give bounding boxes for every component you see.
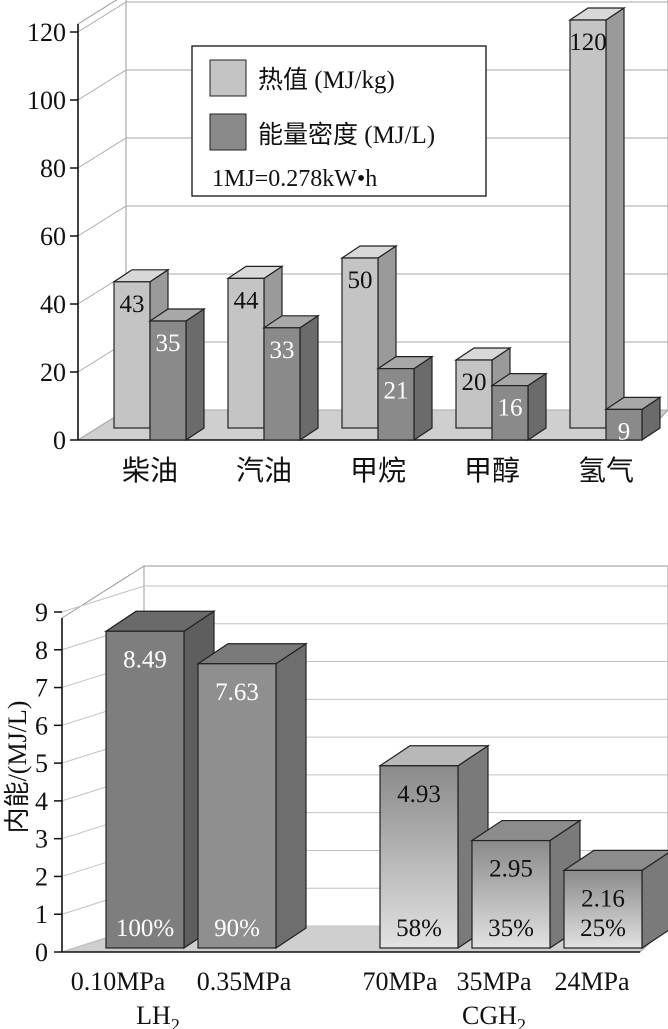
- y-tick-label: 4: [35, 787, 48, 816]
- data-label: 120: [569, 29, 607, 56]
- x-tick-label: 氢气: [578, 455, 634, 487]
- data-label: 2.16: [581, 885, 625, 912]
- bar-甲烷-s1: [376, 355, 434, 442]
- gridline: [77, 205, 668, 237]
- legend-note: 1MJ=0.278kW•h: [212, 166, 377, 192]
- data-label: 33: [270, 337, 295, 364]
- data-label: 44: [234, 287, 260, 314]
- y-tick-label: 9: [35, 598, 48, 627]
- bar-24MPa: [562, 849, 668, 950]
- percent-label: 90%: [214, 915, 260, 942]
- bar-氢气-s0-front: [569, 19, 607, 429]
- bar-0.35MPa-front: [197, 663, 277, 949]
- bar-甲烷-s1-side: [413, 355, 433, 442]
- data-label: 8.49: [123, 646, 167, 673]
- y-tick-label: 2: [35, 862, 48, 891]
- chart-internal-energy: 0 1 2 3 4 5 6 7 8 9 内能/(MJ/L) 8.49 100% 0.10MPa 7.63 90…: [3, 565, 668, 1029]
- bar-甲醇-s1-front: [491, 385, 529, 441]
- gridline: [61, 585, 668, 613]
- data-label: 16: [498, 395, 523, 422]
- data-label: 9: [618, 418, 631, 445]
- bar-汽油-s0-front: [227, 277, 265, 429]
- percent-label: 58%: [396, 915, 442, 942]
- bar-35MPa-front: [471, 839, 551, 949]
- y-tick-label: 60: [40, 222, 66, 251]
- bar-70MPa-front: [379, 765, 459, 949]
- group-label-cgh2: CGH2: [462, 1001, 526, 1029]
- percent-label: 25%: [580, 915, 626, 942]
- bar-柴油-s0-front: [113, 281, 151, 429]
- bar-汽油-s1-side: [299, 314, 319, 442]
- group-label-lh2: LH2: [136, 1001, 180, 1029]
- bar-氢气-s1: [604, 396, 662, 442]
- data-label: 21: [384, 378, 409, 405]
- legend-swatch-1: [209, 59, 247, 97]
- data-label: 20: [462, 369, 487, 396]
- x-tick-label: 汽油: [236, 455, 292, 487]
- group-label-sub: 2: [171, 1015, 180, 1029]
- y-axis-label: 内能/(MJ/L): [3, 701, 32, 834]
- x-tick-label: 24MPa: [554, 967, 630, 996]
- bar-35MPa: [470, 819, 582, 950]
- legend-swatch-2: [209, 113, 247, 151]
- percent-label: 35%: [488, 915, 534, 942]
- bar-氢气-s1-front: [605, 408, 643, 441]
- y-tick-label: 5: [35, 749, 48, 778]
- bar-0.35MPa: [196, 642, 308, 950]
- bar-0.35MPa-side: [275, 642, 307, 950]
- y-tick-label: 100: [27, 86, 66, 115]
- data-label: 4.93: [397, 781, 441, 808]
- y-tick-label: 0: [53, 426, 66, 455]
- gridline: [77, 69, 668, 101]
- x-tick-label: 0.35MPa: [197, 967, 292, 996]
- bar-0.10MPa-front: [105, 630, 185, 949]
- group-label-main: CGH: [462, 1001, 517, 1029]
- gridline: [77, 137, 668, 169]
- y-tick-label: 20: [40, 358, 66, 387]
- bar-氢气-s0: [568, 6, 626, 430]
- y-tick-label: 6: [35, 711, 48, 740]
- bar-70MPa: [378, 744, 490, 950]
- bar-柴油-s1-side: [185, 307, 205, 442]
- legend-label-2: 能量密度 (MJ/L): [258, 121, 435, 149]
- bar-汽油-s1: [262, 314, 320, 442]
- chart-heating-value: 0 20 40 60 80 100 120 43 35 柴油 44 33 汽油 50 21 甲烷 20 16 甲醇 1…: [27, 0, 668, 487]
- legend-label-1: 热值 (MJ/kg): [258, 66, 395, 94]
- bar-汽油-s1-front: [263, 327, 301, 441]
- legend: 热值 (MJ/kg) 能量密度 (MJ/L) 1MJ=0.278kW•h: [191, 45, 487, 197]
- y-tick-label: 7: [35, 674, 48, 703]
- bar-甲烷-s1-front: [377, 368, 415, 441]
- bar-甲烷-s0-front: [341, 257, 379, 429]
- y-tick-label: 120: [27, 18, 66, 47]
- bar-甲醇-s1: [490, 372, 548, 442]
- x-tick-label: 甲醇: [464, 455, 520, 487]
- group-label-main: LH: [136, 1001, 171, 1029]
- x-tick-label: 柴油: [122, 455, 178, 487]
- y-tick-label: 80: [40, 154, 66, 183]
- data-label: 50: [348, 267, 373, 294]
- y-tick-label: 1: [35, 900, 48, 929]
- x-tick-label: 0.10MPa: [71, 967, 166, 996]
- data-label: 2.95: [489, 856, 533, 883]
- bar-24MPa-front: [563, 869, 643, 949]
- y-tick-label: 3: [35, 825, 48, 854]
- x-tick-label: 甲烷: [350, 455, 406, 487]
- data-label: 35: [156, 330, 181, 357]
- x-tick-label: 35MPa: [456, 967, 532, 996]
- y-tick-label: 40: [40, 290, 66, 319]
- gridline: [77, 1, 668, 33]
- group-label-sub: 2: [517, 1015, 526, 1029]
- x-tick-label: 70MPa: [362, 967, 438, 996]
- bar-柴油-s1-front: [149, 320, 187, 441]
- y-tick-label: 8: [35, 636, 48, 665]
- bar-氢气-s0-side: [605, 6, 625, 430]
- data-label: 43: [120, 291, 145, 318]
- y-tick-label: 0: [35, 938, 48, 967]
- bar-甲醇-s0-front: [455, 359, 493, 429]
- percent-label: 100%: [116, 915, 174, 942]
- data-label: 7.63: [215, 679, 259, 706]
- bar-柴油-s1: [148, 307, 206, 442]
